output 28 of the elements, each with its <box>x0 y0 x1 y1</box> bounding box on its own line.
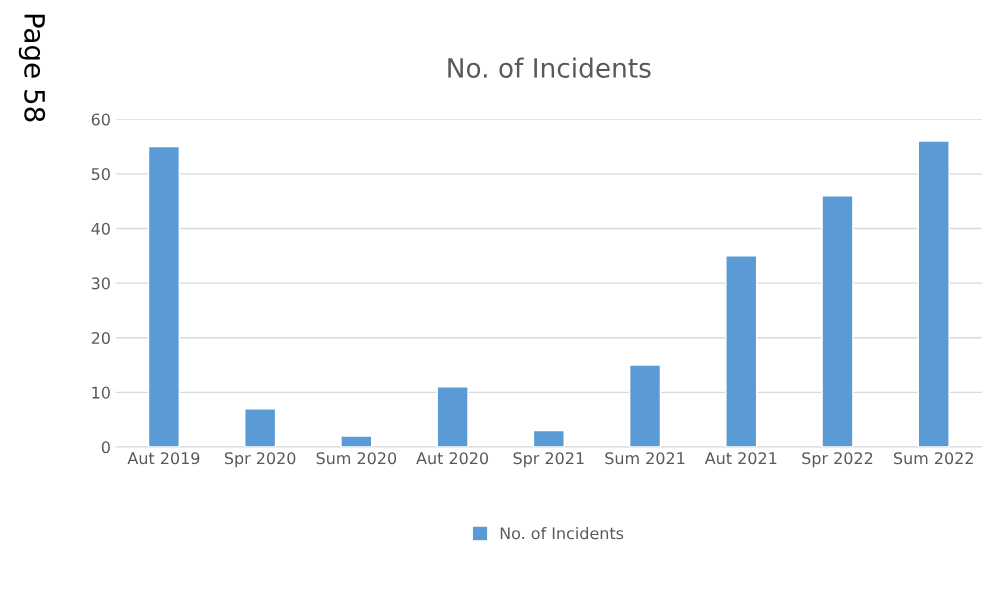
y-tick-label: 50 <box>91 168 110 181</box>
y-tick-label: 10 <box>92 386 110 399</box>
x-tick-label: Sum 2020 <box>316 452 397 465</box>
legend-label: No. of Incidents <box>500 526 624 540</box>
bar <box>436 386 469 447</box>
x-tick-label: Sum 2021 <box>605 452 685 465</box>
y-tick-label: 30 <box>91 277 110 290</box>
bar <box>340 435 373 447</box>
y-tick-label: 60 <box>91 113 110 126</box>
bar <box>917 140 950 447</box>
bar <box>532 429 565 447</box>
x-tick-label: Sum 2022 <box>893 452 973 465</box>
x-tick-label: Aut 2021 <box>704 452 777 465</box>
chart-title: No. of Incidents <box>448 57 651 78</box>
bar <box>147 145 181 447</box>
x-tick-label: Aut 2020 <box>416 452 489 465</box>
bar <box>244 408 277 447</box>
x-tick-label: Spr 2020 <box>224 452 296 468</box>
y-tick-label: 40 <box>91 222 110 235</box>
y-tick-label: 0 <box>101 441 110 454</box>
y-tick-label: 20 <box>91 331 110 345</box>
x-tick-label: Spr 2021 <box>513 452 584 468</box>
text: Page 58 <box>18 14 46 122</box>
bar <box>821 194 854 447</box>
x-tick-label: Spr 2022 <box>802 452 873 468</box>
x-tick-label: Aut 2019 <box>127 452 200 465</box>
bar <box>725 255 758 447</box>
bar <box>628 364 662 447</box>
